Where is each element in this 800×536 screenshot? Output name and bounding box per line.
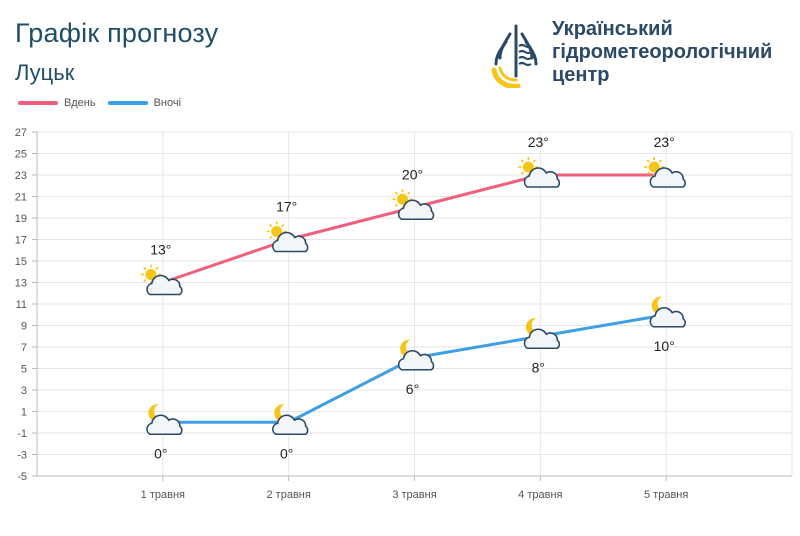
moon-cloud-icon [397,339,435,371]
logo-emblem-icon [491,24,538,89]
data-label: 6° [406,381,419,397]
chart-legend: Вдень Вночі [18,97,193,109]
logo-text-line1: Український [552,18,673,40]
x-tick-label: 3 травня [392,489,436,501]
legend-item-day[interactable]: Вдень [18,97,96,109]
moon-cloud-icon [146,404,183,436]
y-tick-label: 9 [21,321,27,333]
moon-cloud-icon [523,318,561,350]
data-label: 8° [532,359,545,375]
chart-title: Графік прогнозу [15,18,219,48]
y-tick-label: 3 [21,385,27,397]
legend-swatch-night [107,101,148,105]
logo-text-line2: гідрометеорологічний [552,41,773,63]
x-tick-label: 1 травня [141,489,185,501]
sun-cloud-icon [518,157,561,188]
data-label: 17° [276,199,297,215]
y-tick-label: 25 [15,149,27,161]
y-tick-label: 23 [15,170,27,182]
y-tick-label: 27 [15,127,27,139]
y-tick-label: 13 [15,278,27,290]
y-tick-label: 17 [15,235,27,247]
legend-item-night[interactable]: Вночі [107,97,182,109]
y-tick-label: 7 [21,342,27,354]
y-tick-label: 19 [15,213,27,225]
hydromet-logo: Український гідрометеорологічний центр [486,18,796,89]
data-label: 0° [280,445,293,461]
data-label: 23° [528,134,549,150]
moon-cloud-icon [649,296,686,328]
x-tick-label: 4 травня [518,489,562,501]
moon-cloud-icon [272,404,309,436]
data-label: 0° [154,445,167,461]
city-name: Луцьк [15,60,75,85]
sun-cloud-icon [140,264,183,296]
data-label: 10° [654,338,675,354]
data-label: 23° [654,134,675,150]
x-tick-label: 5 травня [644,489,688,501]
logo-text-line3: центр [552,64,610,86]
data-label: 20° [402,166,423,182]
y-tick-label: 15 [15,256,27,268]
data-label: 13° [150,242,171,258]
y-tick-label: 11 [16,299,27,311]
sun-cloud-icon [392,189,435,221]
x-tick-label: 2 травня [267,489,311,501]
y-tick-label: 21 [15,192,27,204]
legend-label-night: Вночі [153,97,182,109]
sun-cloud-icon [644,157,686,188]
legend-label-day: Вдень [64,97,96,109]
y-tick-label: 1 [21,407,27,419]
y-tick-label: -1 [17,428,27,440]
sun-cloud-icon [266,221,309,253]
y-tick-label: -5 [17,471,27,483]
legend-swatch-day [18,101,58,105]
y-tick-label: -3 [17,450,27,462]
y-tick-label: 5 [21,364,27,376]
